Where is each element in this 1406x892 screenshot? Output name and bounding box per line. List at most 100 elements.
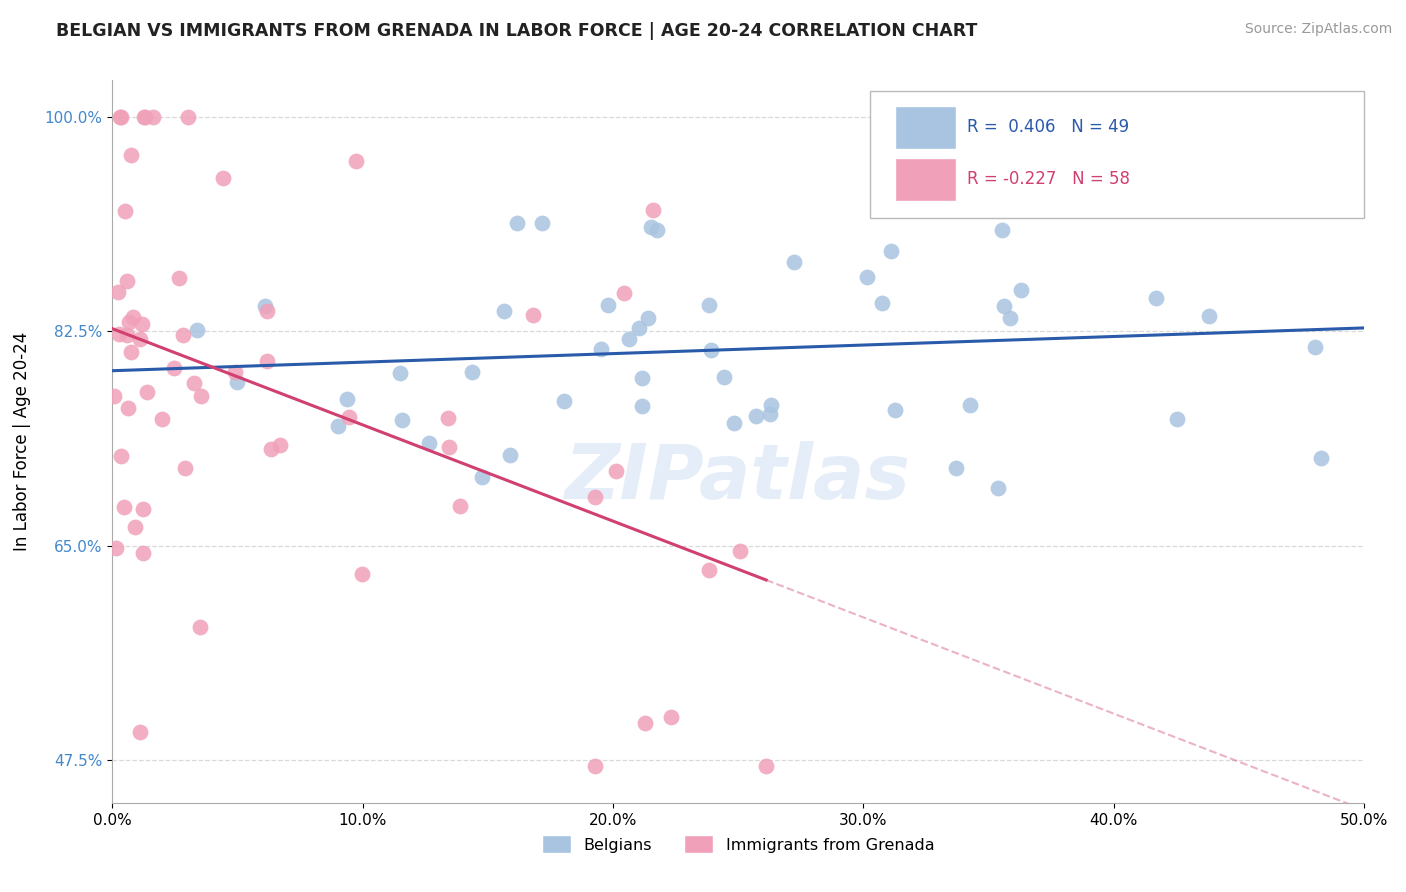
Y-axis label: In Labor Force | Age 20-24: In Labor Force | Age 20-24 [13,332,31,551]
Point [254,299,277,313]
Point [188,620,211,634]
Point [998,310,1021,325]
Point [110,110,132,124]
Point [723,416,745,430]
Point [115,274,138,288]
Point [945,460,967,475]
Point [256,354,278,368]
Point [1305,340,1327,354]
Point [129,725,152,739]
Point [108,110,131,124]
Point [530,216,553,230]
Point [631,371,654,385]
Point [104,541,127,556]
Point [1310,450,1333,465]
Text: R =  0.406   N = 49: R = 0.406 N = 49 [967,119,1129,136]
Text: BELGIAN VS IMMIGRANTS FROM GRENADA IN LABOR FORCE | AGE 20-24 CORRELATION CHART: BELGIAN VS IMMIGRANTS FROM GRENADA IN LA… [56,22,977,40]
Point [436,411,458,425]
Point [730,543,752,558]
Point [186,323,208,337]
FancyBboxPatch shape [869,91,1364,218]
Point [634,716,657,731]
Point [256,304,278,318]
Point [1260,165,1282,179]
Point [1010,283,1032,297]
Point [142,110,165,124]
Point [183,376,205,390]
Point [759,407,782,421]
Point [492,303,515,318]
Point [613,286,636,301]
Point [110,449,132,463]
Point [1166,412,1188,426]
Point [132,502,155,516]
Point [755,759,778,773]
Point [640,220,662,235]
Point [1198,309,1220,323]
Point [167,270,190,285]
Point [212,171,235,186]
Point [783,255,806,269]
Point [449,500,471,514]
FancyBboxPatch shape [894,158,956,201]
Point [120,344,142,359]
Point [124,520,146,534]
Point [150,412,173,426]
Point [117,401,139,415]
Point [1144,291,1167,305]
Text: Source: ZipAtlas.com: Source: ZipAtlas.com [1244,22,1392,37]
Point [744,409,766,423]
Point [855,270,877,285]
Point [131,317,153,331]
Point [637,310,659,325]
Point [391,413,413,427]
Point [103,388,125,402]
Point [134,110,156,124]
Point [326,418,349,433]
Point [389,367,412,381]
Point [350,566,373,581]
Point [872,296,894,310]
Point [131,546,153,560]
Point [337,409,360,424]
Point [553,393,575,408]
Point [114,203,136,218]
Legend: Belgians, Immigrants from Grenada: Belgians, Immigrants from Grenada [536,829,941,860]
Point [589,342,612,356]
Point [697,297,720,311]
Point [993,299,1015,313]
Point [880,244,903,259]
FancyBboxPatch shape [894,106,956,149]
Point [129,332,152,346]
Point [115,327,138,342]
Point [506,216,529,230]
Point [583,759,606,773]
Point [713,370,735,384]
Point [224,365,246,379]
Point [884,403,907,417]
Point [647,223,669,237]
Point [522,308,544,322]
Point [631,399,654,413]
Point [437,440,460,454]
Point [344,153,367,168]
Point [190,389,212,403]
Point [598,298,620,312]
Point [617,331,640,345]
Point [163,361,186,376]
Point [700,343,723,358]
Point [605,464,627,478]
Text: ZIPatlas: ZIPatlas [565,441,911,515]
Point [499,448,522,462]
Point [583,490,606,504]
Point [269,437,291,451]
Point [107,285,129,299]
Point [122,310,145,324]
Point [259,442,281,456]
Point [120,147,142,161]
Point [225,375,247,389]
Point [177,110,200,124]
Point [461,365,484,379]
Point [641,202,664,217]
Point [136,385,159,400]
